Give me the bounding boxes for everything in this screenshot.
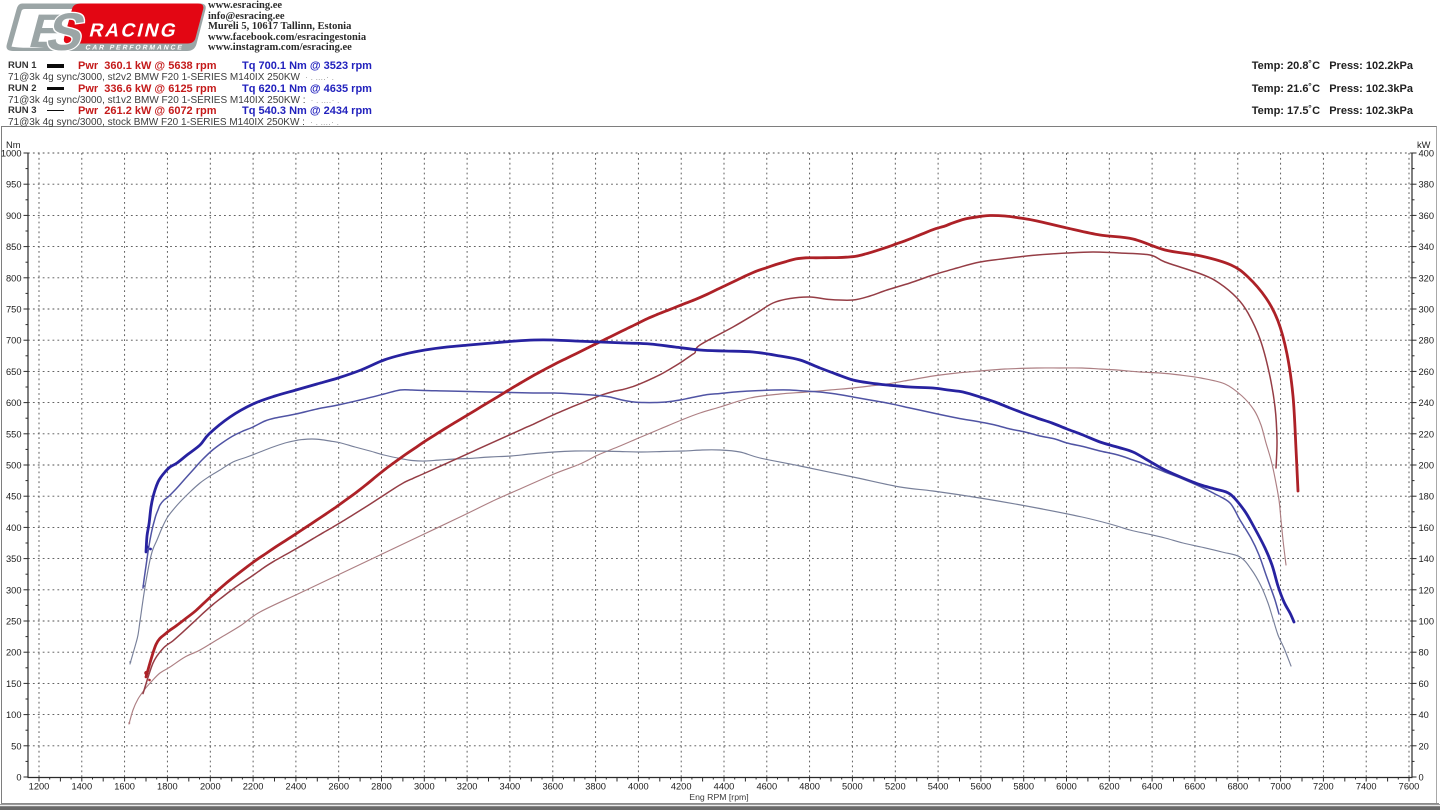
svg-text:1000: 1000 (1, 149, 22, 159)
svg-text:40: 40 (1419, 710, 1429, 720)
svg-text:6800: 6800 (1227, 782, 1248, 792)
svg-text:850: 850 (6, 242, 22, 252)
svg-text:120: 120 (1419, 585, 1435, 595)
svg-text:RACING: RACING (87, 21, 180, 42)
svg-text:7600: 7600 (1399, 782, 1420, 792)
svg-text:250: 250 (6, 617, 22, 627)
svg-text:7000: 7000 (1270, 782, 1291, 792)
svg-text:140: 140 (1419, 554, 1435, 564)
svg-text:800: 800 (6, 273, 22, 283)
svg-text:5600: 5600 (971, 782, 992, 792)
svg-text:4000: 4000 (628, 782, 649, 792)
svg-text:450: 450 (6, 492, 22, 502)
svg-text:100: 100 (6, 710, 22, 720)
svg-text:5200: 5200 (885, 782, 906, 792)
svg-text:400: 400 (6, 523, 22, 533)
svg-text:80: 80 (1419, 648, 1429, 658)
svg-text:180: 180 (1419, 492, 1435, 502)
svg-text:CAR PERFORMANCE: CAR PERFORMANCE (85, 45, 185, 52)
svg-text:1600: 1600 (114, 782, 135, 792)
svg-text:150: 150 (6, 679, 22, 689)
svg-text:280: 280 (1419, 336, 1435, 346)
svg-text:100: 100 (1419, 617, 1435, 627)
svg-text:6400: 6400 (1142, 782, 1163, 792)
svg-text:2400: 2400 (286, 782, 307, 792)
svg-text:50: 50 (11, 741, 21, 751)
svg-text:7400: 7400 (1356, 782, 1377, 792)
svg-text:5800: 5800 (1013, 782, 1034, 792)
svg-text:750: 750 (6, 305, 22, 315)
svg-text:2000: 2000 (200, 782, 221, 792)
svg-text:320: 320 (1419, 273, 1435, 283)
svg-text:1200: 1200 (29, 782, 50, 792)
svg-text:60: 60 (1419, 679, 1429, 689)
svg-text:6600: 6600 (1185, 782, 1206, 792)
svg-text:Eng RPM [rpm]: Eng RPM [rpm] (689, 792, 748, 802)
svg-text:3000: 3000 (414, 782, 435, 792)
svg-text:2800: 2800 (371, 782, 392, 792)
svg-text:550: 550 (6, 429, 22, 439)
svg-text:kW: kW (1417, 140, 1431, 150)
svg-text:200: 200 (1419, 461, 1435, 471)
svg-text:360: 360 (1419, 211, 1435, 221)
svg-text:3400: 3400 (500, 782, 521, 792)
svg-text:7200: 7200 (1313, 782, 1334, 792)
svg-text:Nm: Nm (6, 140, 21, 150)
svg-text:650: 650 (6, 367, 22, 377)
svg-text:2600: 2600 (328, 782, 349, 792)
svg-text:5000: 5000 (842, 782, 863, 792)
svg-text:6000: 6000 (1056, 782, 1077, 792)
svg-text:300: 300 (1419, 305, 1435, 315)
svg-text:300: 300 (6, 585, 22, 595)
svg-text:950: 950 (6, 180, 22, 190)
svg-text:240: 240 (1419, 398, 1435, 408)
svg-text:4800: 4800 (799, 782, 820, 792)
svg-text:2200: 2200 (243, 782, 264, 792)
svg-text:340: 340 (1419, 242, 1435, 252)
svg-text:400: 400 (1419, 149, 1435, 159)
svg-text:220: 220 (1419, 429, 1435, 439)
svg-text:0: 0 (16, 773, 21, 783)
svg-text:600: 600 (6, 398, 22, 408)
svg-text:3200: 3200 (457, 782, 478, 792)
svg-text:160: 160 (1419, 523, 1435, 533)
svg-text:380: 380 (1419, 180, 1435, 190)
svg-text:4200: 4200 (671, 782, 692, 792)
svg-text:5400: 5400 (928, 782, 949, 792)
svg-text:6200: 6200 (1099, 782, 1120, 792)
svg-text:4400: 4400 (714, 782, 735, 792)
svg-text:20: 20 (1419, 741, 1429, 751)
svg-text:700: 700 (6, 336, 22, 346)
svg-text:500: 500 (6, 461, 22, 471)
svg-text:900: 900 (6, 211, 22, 221)
svg-text:3600: 3600 (542, 782, 563, 792)
svg-text:350: 350 (6, 554, 22, 564)
svg-text:260: 260 (1419, 367, 1435, 377)
svg-text:3800: 3800 (585, 782, 606, 792)
svg-text:1400: 1400 (71, 782, 92, 792)
svg-text:0: 0 (1419, 773, 1424, 783)
svg-text:1800: 1800 (157, 782, 178, 792)
svg-text:4600: 4600 (756, 782, 777, 792)
svg-text:200: 200 (6, 648, 22, 658)
